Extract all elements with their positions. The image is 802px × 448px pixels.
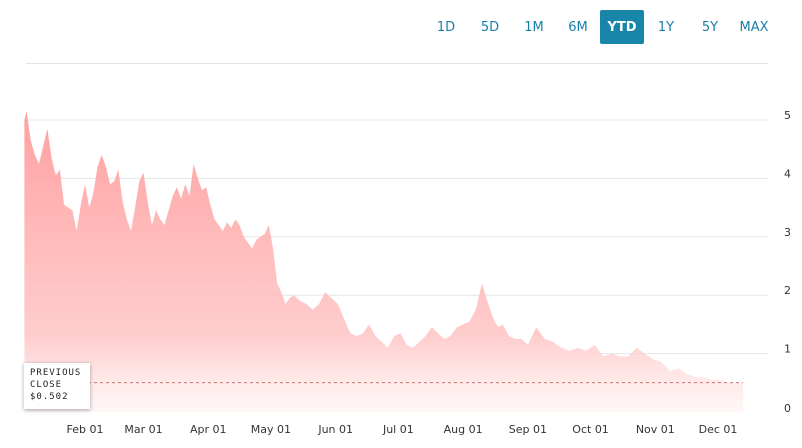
range-button-5y[interactable]: 5Y [701,19,719,35]
range-button-1d[interactable]: 1D [436,19,456,35]
range-button-1m[interactable]: 1M [524,19,544,35]
previous-close-label-1: PREVIOUS [30,368,82,378]
price-area [24,111,744,412]
x-tick-label-7: Sep 01 [509,423,547,436]
y-tick-label-0: 0 [784,402,791,415]
x-tick-label-4: Jun 01 [317,423,353,436]
y-tick-label-2: 2 [784,284,791,297]
previous-close-label-2: CLOSE [30,380,63,390]
y-tick-label-4: 4 [784,167,791,180]
x-tick-label-9: Nov 01 [636,423,675,436]
y-tick-label-5: 5 [784,109,791,122]
header-divider [26,63,768,64]
y-tick-label-1: 1 [784,343,791,356]
range-button-max[interactable]: MAX [739,19,769,35]
x-tick-label-10: Dec 01 [699,423,738,436]
x-tick-label-8: Oct 01 [572,423,609,436]
x-tick-label-3: May 01 [251,423,291,436]
range-button-5d[interactable]: 5D [480,19,500,35]
previous-close-badge: PREVIOUS CLOSE $0.502 [24,363,90,409]
x-tick-label-1: Mar 01 [124,423,162,436]
x-tick-label-5: Jul 01 [382,423,414,436]
range-selector: 1D 5D 1M 6M YTD 1Y 5Y MAX [424,10,776,44]
previous-close-value: $0.502 [30,392,69,402]
x-tick-label-2: Apr 01 [190,423,227,436]
x-tick-label-6: Aug 01 [444,423,483,436]
range-button-ytd[interactable]: YTD [600,10,644,44]
y-tick-label-3: 3 [784,226,791,239]
x-tick-label-0: Feb 01 [67,423,104,436]
range-button-6m[interactable]: 6M [568,19,588,35]
range-button-1y[interactable]: 1Y [657,19,675,35]
